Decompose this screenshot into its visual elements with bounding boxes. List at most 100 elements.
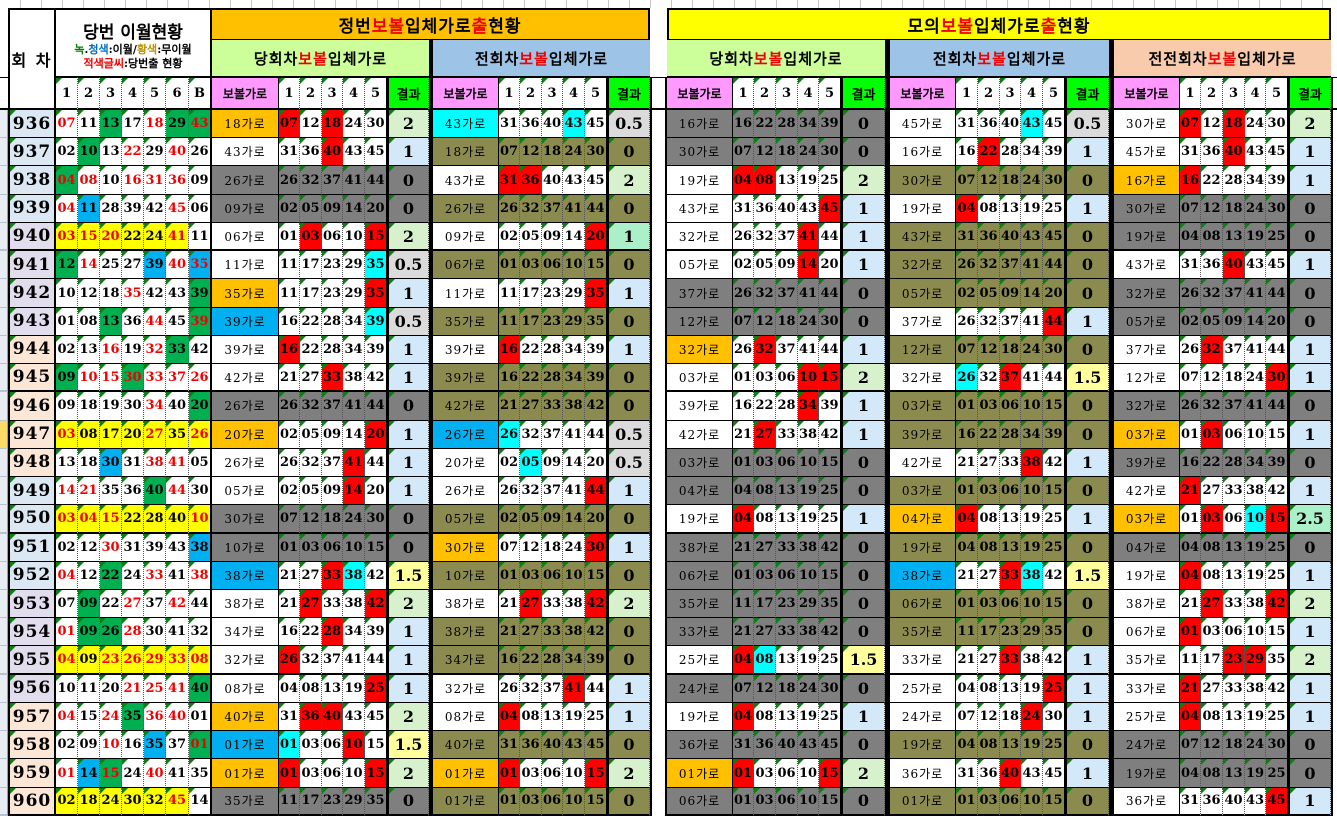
garo-label-cell[interactable]: 11가로 [212,251,279,280]
lotto-num-cell[interactable]: 04 [56,561,78,590]
garo-num-cell[interactable]: 06 [322,759,343,788]
garo-num-cell[interactable]: 26 [956,364,978,393]
garo-label-cell[interactable]: 42가로 [890,448,956,478]
garo-num-cell[interactable]: 08 [1201,702,1223,732]
garo-num-cell[interactable]: 03 [978,477,1000,506]
garo-num-cell[interactable]: 37 [542,420,563,449]
garo-num-cell[interactable]: 11 [279,787,300,816]
garo-label-cell[interactable]: 25가로 [1114,702,1180,732]
garo-num-cell[interactable]: 06 [1223,505,1245,534]
garo-num-cell[interactable]: 31 [733,194,754,223]
garo-num-cell[interactable]: 27 [1201,589,1223,619]
garo-num-cell[interactable]: 30 [819,674,841,703]
garo-label-cell[interactable]: 32가로 [1114,279,1180,308]
result-cell[interactable]: 0 [607,307,650,336]
garo-num-cell[interactable]: 29 [1021,618,1043,647]
garo-label-cell[interactable]: 06가로 [667,561,733,590]
garo-num-cell[interactable]: 42 [585,618,607,647]
result-cell[interactable]: 0 [1288,194,1331,223]
result-col-header[interactable]: 결과 [841,77,885,110]
garo-label-cell[interactable]: 39가로 [667,392,733,421]
lotto-num-cell[interactable]: 12 [78,533,100,562]
garo-num-cell[interactable]: 26 [499,674,520,703]
round-cell[interactable]: 938 [8,166,56,195]
garo-num-cell[interactable]: 18 [542,533,563,562]
lotto-num-cell[interactable]: 30 [100,533,122,562]
lotto-num-cell[interactable]: 26 [122,646,144,675]
garo-num-cell[interactable]: 26 [1180,335,1201,365]
garo-num-cell[interactable]: 06 [1000,477,1021,506]
result-cell[interactable]: 0 [1288,731,1331,760]
result-cell[interactable]: 0 [387,533,429,562]
garo-num-cell[interactable]: 30 [819,307,841,336]
garo-num-cell[interactable]: 27 [520,392,542,421]
garo-num-cell[interactable]: 28 [542,646,563,675]
garo-num-cell[interactable]: 30 [819,138,841,167]
garo-num-cell[interactable]: 04 [1180,702,1201,732]
garo-num-cell[interactable]: 38 [563,392,585,421]
garo-label-cell[interactable]: 03가로 [890,477,956,506]
garo-num-cell[interactable]: 24 [1021,335,1043,365]
lotto-num-cell[interactable]: 22 [122,138,144,167]
garo-num-cell[interactable]: 44 [585,194,607,223]
garo-num-cell[interactable]: 32 [300,448,322,478]
garo-num-cell[interactable]: 40 [542,110,563,139]
garo-num-cell[interactable]: 43 [798,194,819,223]
lotto-num-cell[interactable]: 16 [122,731,144,760]
result-cell[interactable]: 0.5 [607,448,650,478]
result-cell[interactable]: 0 [1288,759,1331,788]
garo-num-cell[interactable]: 41 [343,646,365,675]
garo-num-cell[interactable]: 25 [1043,533,1065,562]
garo-num-cell[interactable]: 25 [365,674,387,703]
garo-num-cell[interactable]: 24 [1245,194,1266,223]
garo-num-cell[interactable]: 45 [585,731,607,760]
garo-label-cell[interactable]: 30가로 [890,166,956,195]
sub-table-header-1[interactable]: 당회차 보볼 입체가로 [212,40,429,77]
lotto-num-cell[interactable]: 27 [122,251,144,280]
garo-num-cell[interactable]: 23 [322,279,343,308]
garo-num-cell[interactable]: 14 [1021,279,1043,308]
garo-num-cell[interactable]: 42 [1043,646,1065,675]
result-col-header[interactable]: 결과 [387,77,429,110]
garo-label-cell[interactable]: 19가로 [890,731,956,760]
garo-num-cell[interactable]: 08 [754,505,776,534]
garo-num-cell[interactable]: 15 [819,787,841,816]
garo-num-cell[interactable]: 42 [365,589,387,619]
garo-num-cell[interactable]: 19 [798,702,819,732]
result-cell[interactable]: 2 [607,589,650,619]
garo-num-cell[interactable]: 38 [1021,561,1043,590]
garo-num-cell[interactable]: 11 [499,279,520,308]
garo-num-cell[interactable]: 32 [1201,335,1223,365]
garo-num-cell[interactable]: 28 [1000,420,1021,449]
lotto-num-cell[interactable]: 16 [122,166,144,195]
garo-label-cell[interactable]: 01가로 [433,787,499,816]
lotto-num-cell[interactable]: 13 [78,335,100,365]
garo-label-cell[interactable]: 32가로 [212,646,279,675]
sub-num-col-header[interactable]: 3 [542,77,563,110]
garo-num-cell[interactable]: 21 [1180,674,1201,703]
garo-num-cell[interactable]: 10 [798,561,819,590]
garo-label-cell[interactable]: 38가로 [890,561,956,590]
garo-label-cell[interactable]: 36가로 [1114,787,1180,816]
garo-num-cell[interactable]: 31 [956,759,978,788]
result-cell[interactable]: 0 [841,618,885,647]
garo-num-cell[interactable]: 13 [1000,674,1021,703]
garo-num-cell[interactable]: 43 [1245,787,1266,816]
garo-num-cell[interactable]: 27 [1201,674,1223,703]
lotto-num-cell[interactable]: 13 [100,110,122,139]
garo-label-cell[interactable]: 19가로 [890,194,956,223]
garo-num-cell[interactable]: 03 [754,364,776,393]
garo-num-cell[interactable]: 43 [563,731,585,760]
garo-num-cell[interactable]: 37 [1223,279,1245,308]
garo-num-cell[interactable]: 03 [754,787,776,816]
garo-num-cell[interactable]: 43 [798,731,819,760]
garo-num-cell[interactable]: 04 [733,646,754,675]
garo-num-cell[interactable]: 43 [563,166,585,195]
garo-num-cell[interactable]: 31 [499,731,520,760]
garo-num-cell[interactable]: 18 [776,674,798,703]
garo-num-cell[interactable]: 06 [322,731,343,760]
garo-num-cell[interactable]: 04 [1180,759,1201,788]
lotto-num-cell[interactable]: 09 [56,364,78,393]
garo-num-cell[interactable]: 07 [733,674,754,703]
result-cell[interactable]: 2 [387,589,429,619]
